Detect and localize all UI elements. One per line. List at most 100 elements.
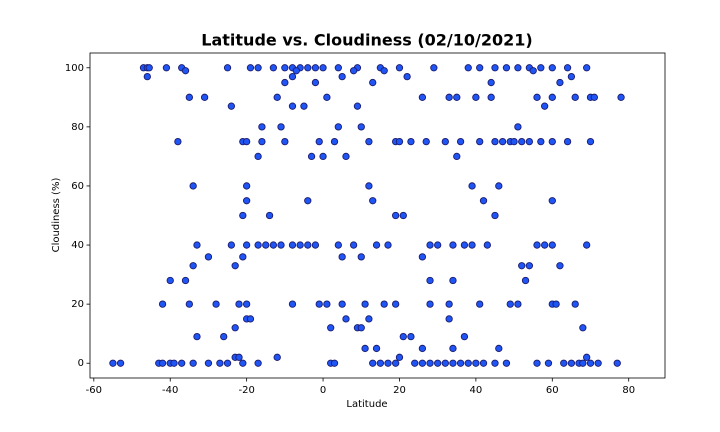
point bbox=[460, 241, 469, 249]
point bbox=[277, 241, 285, 249]
point bbox=[537, 137, 545, 146]
point bbox=[502, 359, 511, 367]
point bbox=[541, 102, 549, 110]
point bbox=[365, 315, 373, 323]
point bbox=[464, 64, 472, 72]
point bbox=[288, 72, 297, 81]
point bbox=[170, 359, 178, 367]
point bbox=[445, 315, 453, 323]
point bbox=[258, 123, 266, 131]
point bbox=[583, 241, 591, 249]
point bbox=[235, 300, 243, 308]
point bbox=[315, 137, 323, 146]
point bbox=[273, 93, 281, 101]
point bbox=[239, 253, 247, 261]
point bbox=[269, 241, 278, 249]
point bbox=[319, 152, 327, 161]
point bbox=[327, 324, 335, 332]
point bbox=[456, 137, 465, 146]
point bbox=[143, 72, 151, 81]
point bbox=[495, 344, 503, 353]
point bbox=[556, 262, 564, 270]
point bbox=[391, 300, 400, 308]
point bbox=[200, 93, 209, 101]
point bbox=[288, 241, 297, 249]
point bbox=[254, 241, 262, 249]
x-tick-label: 60 bbox=[546, 385, 559, 396]
point bbox=[254, 152, 262, 161]
point bbox=[277, 123, 285, 131]
point bbox=[369, 197, 377, 205]
point bbox=[376, 359, 385, 367]
point bbox=[307, 152, 316, 161]
point bbox=[556, 78, 564, 87]
point bbox=[323, 300, 331, 308]
point bbox=[548, 137, 556, 146]
point bbox=[372, 344, 381, 353]
point bbox=[304, 197, 312, 205]
point bbox=[296, 241, 304, 249]
point bbox=[476, 64, 484, 72]
point bbox=[231, 262, 239, 270]
point bbox=[242, 182, 251, 190]
point bbox=[281, 137, 289, 146]
point bbox=[304, 64, 312, 72]
point bbox=[453, 152, 461, 161]
point bbox=[369, 359, 377, 367]
point bbox=[525, 262, 534, 270]
point bbox=[537, 64, 545, 72]
y-tick-label: 80 bbox=[71, 122, 84, 133]
point bbox=[453, 93, 461, 101]
point bbox=[506, 300, 514, 308]
point bbox=[181, 276, 190, 285]
x-tick-label: -40 bbox=[162, 385, 178, 396]
axes-frame bbox=[89, 52, 666, 379]
point bbox=[361, 300, 369, 308]
point bbox=[514, 64, 522, 72]
point bbox=[418, 344, 427, 353]
point bbox=[227, 241, 236, 249]
point bbox=[204, 359, 213, 367]
point bbox=[342, 315, 350, 323]
chart-title: Latitude vs. Cloudiness (02/10/2021) bbox=[201, 31, 532, 50]
point bbox=[399, 211, 407, 220]
point bbox=[304, 241, 312, 249]
point bbox=[586, 137, 595, 146]
point bbox=[548, 241, 556, 249]
point bbox=[472, 93, 480, 101]
point bbox=[380, 300, 388, 308]
point bbox=[193, 332, 201, 341]
point bbox=[395, 137, 404, 146]
point bbox=[357, 324, 365, 332]
point bbox=[426, 300, 434, 308]
point bbox=[361, 344, 369, 353]
point bbox=[334, 241, 342, 249]
point bbox=[567, 72, 576, 81]
point bbox=[311, 78, 320, 87]
point bbox=[391, 211, 400, 220]
point bbox=[330, 137, 339, 146]
point bbox=[258, 137, 266, 146]
point bbox=[483, 241, 491, 249]
point bbox=[491, 211, 499, 220]
point bbox=[311, 241, 320, 249]
point bbox=[380, 67, 388, 75]
point bbox=[445, 93, 453, 101]
point bbox=[552, 300, 560, 308]
point bbox=[422, 137, 430, 146]
point bbox=[181, 67, 190, 75]
point bbox=[334, 64, 342, 72]
point bbox=[525, 137, 534, 146]
point bbox=[472, 359, 480, 367]
point bbox=[178, 359, 186, 367]
point bbox=[498, 137, 507, 146]
point bbox=[185, 93, 193, 101]
point bbox=[395, 64, 404, 72]
point bbox=[365, 182, 373, 190]
point bbox=[491, 359, 499, 367]
point bbox=[418, 93, 427, 101]
point bbox=[330, 359, 339, 367]
point bbox=[269, 64, 278, 72]
point bbox=[426, 276, 434, 285]
